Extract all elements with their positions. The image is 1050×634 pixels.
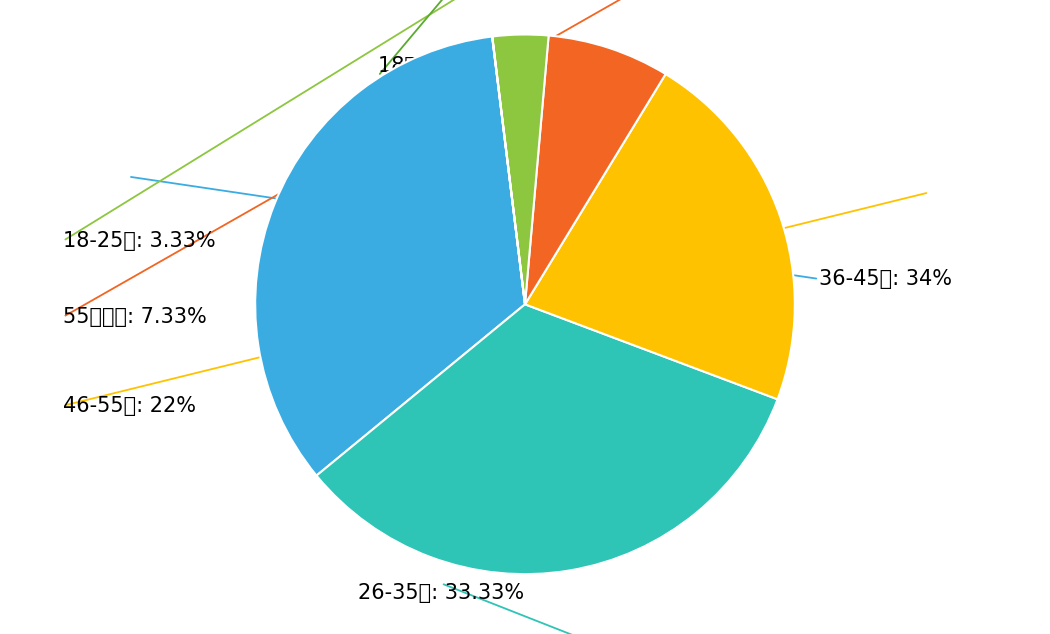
Wedge shape [525,74,795,399]
Text: 18岁以下: 0%: 18岁以下: 0% [378,56,488,76]
Wedge shape [492,37,525,304]
Wedge shape [316,304,778,574]
Wedge shape [492,34,549,304]
Text: 46-55岁: 22%: 46-55岁: 22% [63,396,196,416]
Wedge shape [525,36,666,304]
Text: 36-45岁: 34%: 36-45岁: 34% [819,269,952,289]
Text: 18-25岁: 3.33%: 18-25岁: 3.33% [63,231,215,251]
Text: 55岁以上: 7.33%: 55岁以上: 7.33% [63,307,207,327]
Text: 26-35岁: 33.33%: 26-35岁: 33.33% [358,583,524,604]
Wedge shape [255,37,525,475]
